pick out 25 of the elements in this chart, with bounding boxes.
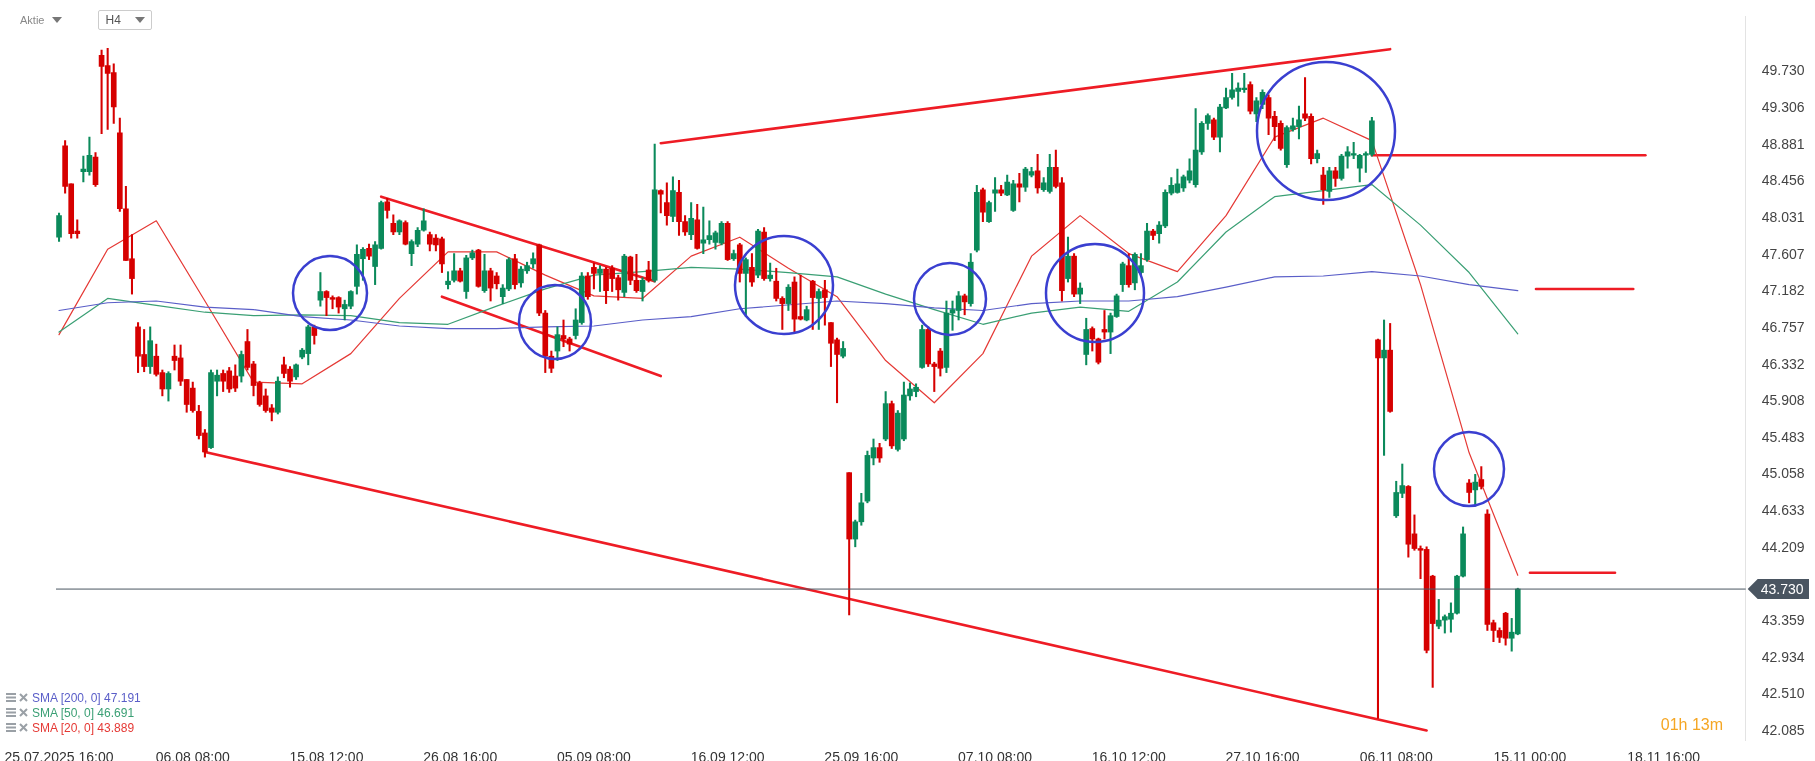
chart-title: Aktie (20, 14, 45, 26)
ref-line-label: 43.730 (1760, 580, 1804, 597)
y-tick-label: 43.359 (1761, 611, 1805, 628)
y-tick-label: 46.332 (1761, 355, 1805, 372)
text: SMA [20, 0] 43.889 (32, 720, 135, 735)
y-tick-label: 46.757 (1761, 318, 1805, 335)
chart-subtitle: H4 (105, 13, 121, 27)
annotation: 01h 13m (1660, 716, 1723, 734)
y-tick-label: 48.031 (1761, 208, 1805, 225)
y-tick-label: 49.306 (1761, 99, 1805, 116)
y-tick-label: 42.934 (1761, 648, 1805, 665)
y-tick-label: 44.209 (1761, 538, 1805, 555)
text: SMA [50, 0] 46.691 (32, 705, 135, 720)
y-tick-label: 44.633 (1761, 502, 1805, 519)
y-tick-label: 42.085 (1761, 721, 1805, 738)
y-tick-label: 48.456 (1761, 172, 1805, 189)
text: SMA [200, 0] 47.191 (32, 690, 141, 705)
y-tick-label: 45.058 (1761, 465, 1805, 482)
y-tick-label: 45.908 (1761, 392, 1805, 409)
y-tick-label: 48.881 (1761, 135, 1805, 152)
y-tick-label: 47.607 (1761, 245, 1805, 262)
y-tick-label: 42.510 (1761, 685, 1805, 702)
y-tick-label: 49.730 (1761, 62, 1805, 79)
y-tick-label: 47.182 (1761, 282, 1805, 299)
y-tick-label: 45.483 (1761, 428, 1805, 445)
